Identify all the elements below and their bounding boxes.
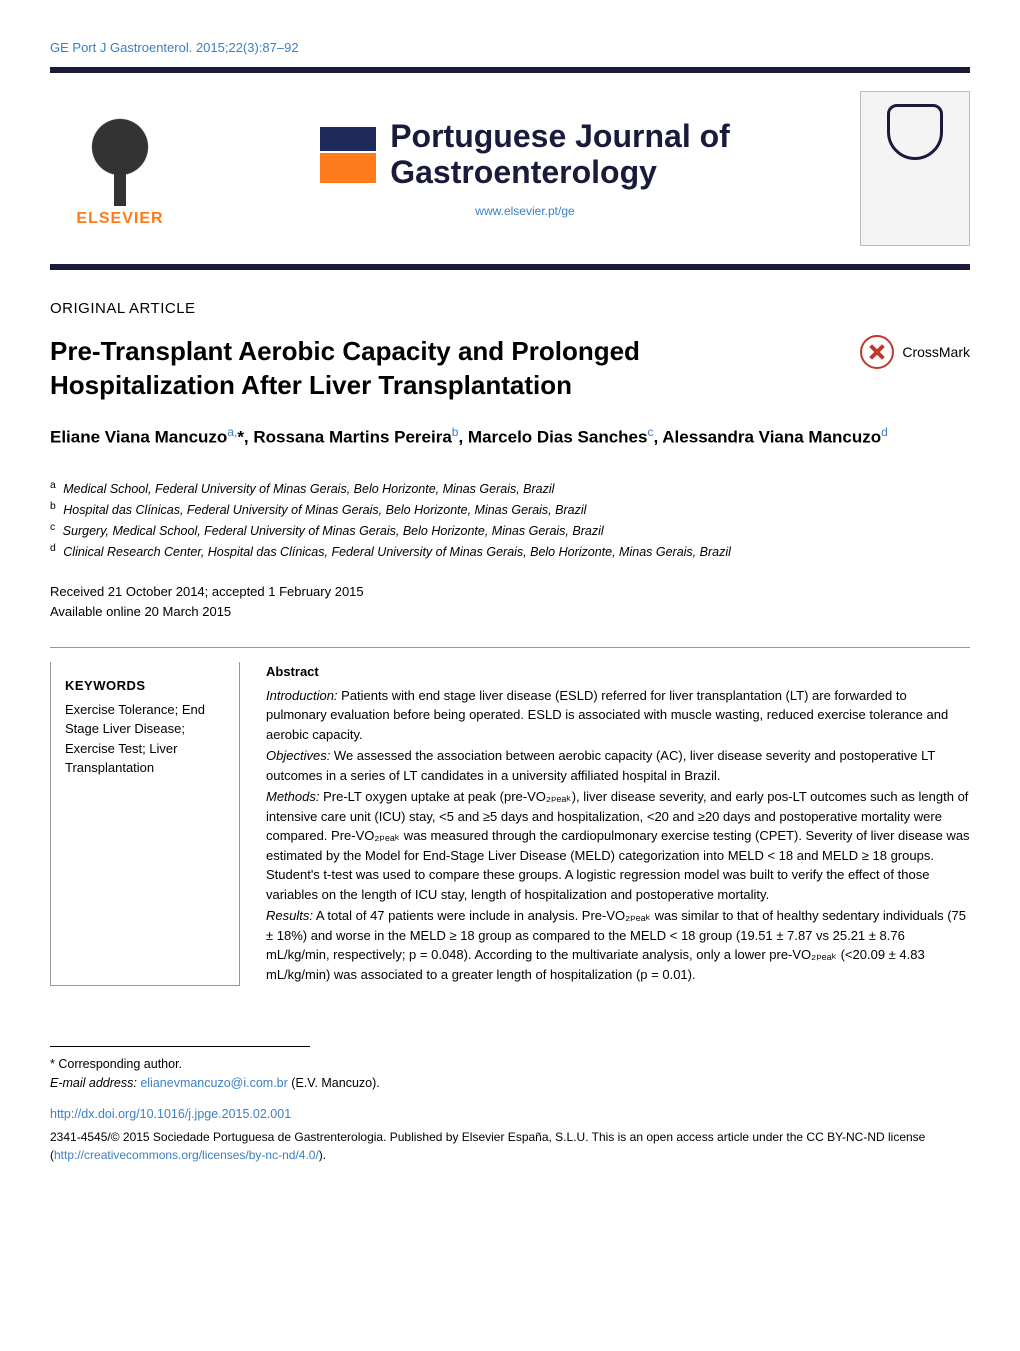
journal-header: ELSEVIER Portuguese Journal of Gastroent…: [50, 67, 970, 270]
citation: GE Port J Gastroenterol. 2015;22(3):87–9…: [50, 40, 970, 55]
journal-title-block: Portuguese Journal of Gastroenterology w…: [190, 119, 860, 217]
affiliation-line: a Medical School, Federal University of …: [50, 478, 970, 499]
license-url-link[interactable]: http://creativecommons.org/licenses/by-n…: [54, 1148, 319, 1162]
journal-title-line2: Gastroenterology: [390, 154, 657, 190]
abstract-intro-label: Introduction:: [266, 688, 338, 703]
affiliation-line: c Surgery, Medical School, Federal Unive…: [50, 520, 970, 541]
affiliation-line: b Hospital das Clínicas, Federal Univers…: [50, 499, 970, 520]
journal-title: Portuguese Journal of Gastroenterology: [390, 119, 730, 189]
keywords-box: KEYWORDS Exercise Tolerance; End Stage L…: [50, 662, 240, 986]
publisher-name: ELSEVIER: [76, 210, 163, 228]
abstract-heading: Abstract: [266, 662, 970, 682]
publisher-logo: ELSEVIER: [50, 109, 190, 228]
crossmark-label: CrossMark: [902, 344, 970, 360]
available-online: Available online 20 March 2015: [50, 602, 970, 622]
abstract-objectives-text: We assessed the association between aero…: [266, 748, 935, 783]
corresponding-email-link[interactable]: elianevmancuzo@i.com.br: [140, 1076, 287, 1090]
received-accepted: Received 21 October 2014; accepted 1 Feb…: [50, 582, 970, 602]
journal-url-link[interactable]: www.elsevier.pt/ge: [475, 204, 574, 218]
email-label: E-mail address:: [50, 1076, 137, 1090]
elsevier-tree-icon: [65, 109, 175, 204]
abstract-methods-label: Methods:: [266, 789, 319, 804]
abstract-results-text: A total of 47 patients were include in a…: [266, 908, 966, 982]
abstract: Abstract Introduction: Patients with end…: [266, 662, 970, 986]
journal-title-line1: Portuguese Journal of: [390, 118, 730, 154]
authors: Eliane Viana Mancuzoa,*, Rossana Martins…: [50, 423, 970, 450]
ge-badge-icon: [320, 127, 376, 183]
doi-link[interactable]: http://dx.doi.org/10.1016/j.jpge.2015.02…: [50, 1105, 970, 1124]
abstract-intro-text: Patients with end stage liver disease (E…: [266, 688, 948, 742]
abstract-objectives-label: Objectives:: [266, 748, 330, 763]
journal-cover-thumb: [860, 91, 970, 246]
abstract-results-label: Results:: [266, 908, 313, 923]
email-suffix: (E.V. Mancuzo).: [288, 1076, 380, 1090]
footnotes: * Corresponding author. E-mail address: …: [50, 1046, 970, 1163]
license-text: 2341-4545/© 2015 Sociedade Portuguesa de…: [50, 1128, 970, 1164]
article-dates: Received 21 October 2014; accepted 1 Feb…: [50, 582, 970, 621]
footnote-rule: [50, 1046, 310, 1047]
crossmark-icon: [860, 335, 894, 369]
abstract-methods-text: Pre-LT oxygen uptake at peak (pre-VO₂ₚₑₐ…: [266, 789, 970, 902]
keywords-list: Exercise Tolerance; End Stage Liver Dise…: [65, 700, 225, 778]
crossmark-badge[interactable]: CrossMark: [860, 335, 970, 369]
corresponding-author: * Corresponding author.: [50, 1055, 970, 1074]
license-suffix: ).: [319, 1148, 326, 1162]
affiliations: a Medical School, Federal University of …: [50, 478, 970, 563]
affiliation-line: d Clinical Research Center, Hospital das…: [50, 541, 970, 562]
article-title: Pre-Transplant Aerobic Capacity and Prol…: [50, 335, 770, 403]
article-type-label: ORIGINAL ARTICLE: [50, 300, 970, 317]
keywords-heading: KEYWORDS: [65, 676, 225, 696]
